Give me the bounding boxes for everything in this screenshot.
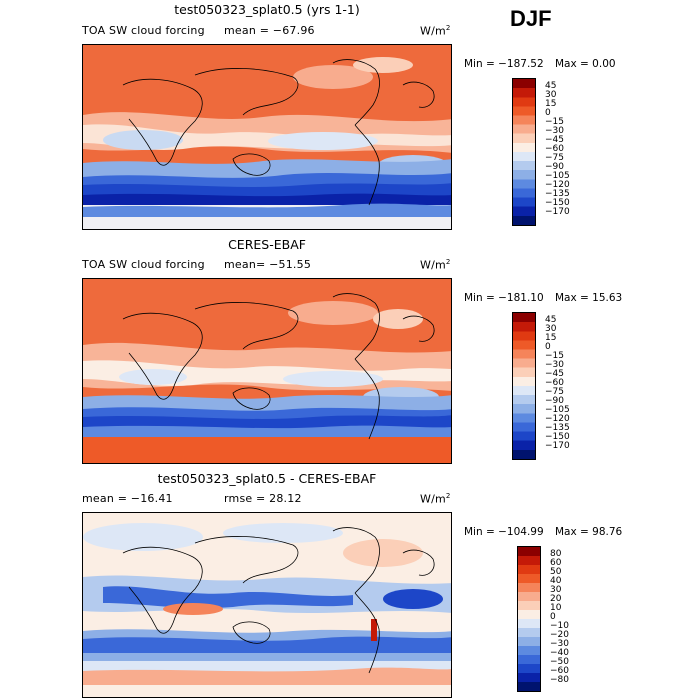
colorbar-2-level: −170 [545,441,570,451]
colorbar-3-level: −30 [550,639,569,649]
colorbar-2-level: −60 [545,378,564,388]
colorbar-3-level: −10 [550,621,569,631]
colorbar-1-level: −170 [545,207,570,217]
colorbar-1-level: −90 [545,162,564,172]
colorbar-3-level: 60 [550,558,562,568]
panel-3-units: W/m2 [420,492,451,506]
colorbar-1-level: −120 [545,180,570,190]
colorbar-3-level: −60 [550,666,569,676]
colorbar-3-level: 0 [550,612,556,622]
panel-2-map [82,278,452,464]
panel-1-variable: TOA SW cloud forcing [82,24,205,37]
panel-3-min: Min = −104.99 [464,526,544,538]
panel-1-max: Max = 0.00 [555,58,616,70]
panel-3-colorbar-labels: 80 60 50 40 30 20 10 0 −10 −20 −30 −40 −… [550,546,590,692]
colorbar-3-level: −40 [550,648,569,658]
colorbar-3-level: 10 [550,603,562,613]
colorbar-1-level: −75 [545,153,564,163]
panel-2-units: W/m2 [420,258,451,272]
panel-3-mean: mean = −16.41 [82,492,173,505]
panel-3-map [82,512,452,698]
colorbar-2-level: 30 [545,324,557,334]
colorbar-1-level: 0 [545,108,551,118]
colorbar-2-level: −105 [545,405,570,415]
colorbar-2-level: −15 [545,351,564,361]
panel-1-min: Min = −187.52 [464,58,544,70]
panel-2-title: CERES-EBAF [228,237,306,252]
panel-1-map [82,44,452,230]
colorbar-3-level: 80 [550,549,562,559]
colorbar-3-fill [518,547,540,691]
colorbar-1-fill [513,79,535,225]
colorbar-3-level: −50 [550,657,569,667]
panel-1-title: test050323_splat0.5 (yrs 1-1) [174,2,360,17]
panel-3-rmse: rmse = 28.12 [224,492,302,505]
colorbar-1-level: 30 [545,90,557,100]
colorbar-1-level: −150 [545,198,570,208]
colorbar-3-level: 20 [550,594,562,604]
panel-2-max: Max = 15.63 [555,292,623,304]
colorbar-3-level: 50 [550,567,562,577]
panel-3-max: Max = 98.76 [555,526,623,538]
colorbar-2-level: −135 [545,423,570,433]
panel-1-colorbar-labels: 45 30 15 0 −15 −30 −45 −60 −75 −90 −105 … [545,78,585,226]
colorbar-3-level: −80 [550,675,569,685]
colorbar-2-level: 45 [545,315,557,325]
colorbar-3-level: −20 [550,630,569,640]
season-label: DJF [510,6,552,31]
panel-3-colorbar [517,546,541,692]
colorbar-1-level: −45 [545,135,564,145]
colorbar-1-level: 15 [545,99,557,109]
panel-1-colorbar [512,78,536,226]
colorbar-2-level: −150 [545,432,570,442]
colorbar-1-level: −60 [545,144,564,154]
panel-2-mean: mean= −51.55 [224,258,312,271]
panel-1-units: W/m2 [420,24,451,38]
colorbar-2-level: −30 [545,360,564,370]
colorbar-3-level: 40 [550,576,562,586]
panel-1-mean: mean = −67.96 [224,24,315,37]
colorbar-2-fill [513,313,535,459]
panel-2-min: Min = −181.10 [464,292,544,304]
panel-3-title: test050323_splat0.5 - CERES-EBAF [157,471,377,486]
colorbar-1-level: −15 [545,117,564,127]
colorbar-2-level: −90 [545,396,564,406]
panel-2-colorbar-labels: 45 30 15 0 −15 −30 −45 −60 −75 −90 −105 … [545,312,585,460]
panel-2-variable: TOA SW cloud forcing [82,258,205,271]
colorbar-1-level: −105 [545,171,570,181]
colorbar-2-level: 15 [545,333,557,343]
panel-2-colorbar [512,312,536,460]
colorbar-2-level: −75 [545,387,564,397]
colorbar-1-level: −135 [545,189,570,199]
colorbar-1-level: 45 [545,81,557,91]
colorbar-2-level: 0 [545,342,551,352]
colorbar-3-level: 30 [550,585,562,595]
colorbar-2-level: −45 [545,369,564,379]
colorbar-2-level: −120 [545,414,570,424]
colorbar-1-level: −30 [545,126,564,136]
